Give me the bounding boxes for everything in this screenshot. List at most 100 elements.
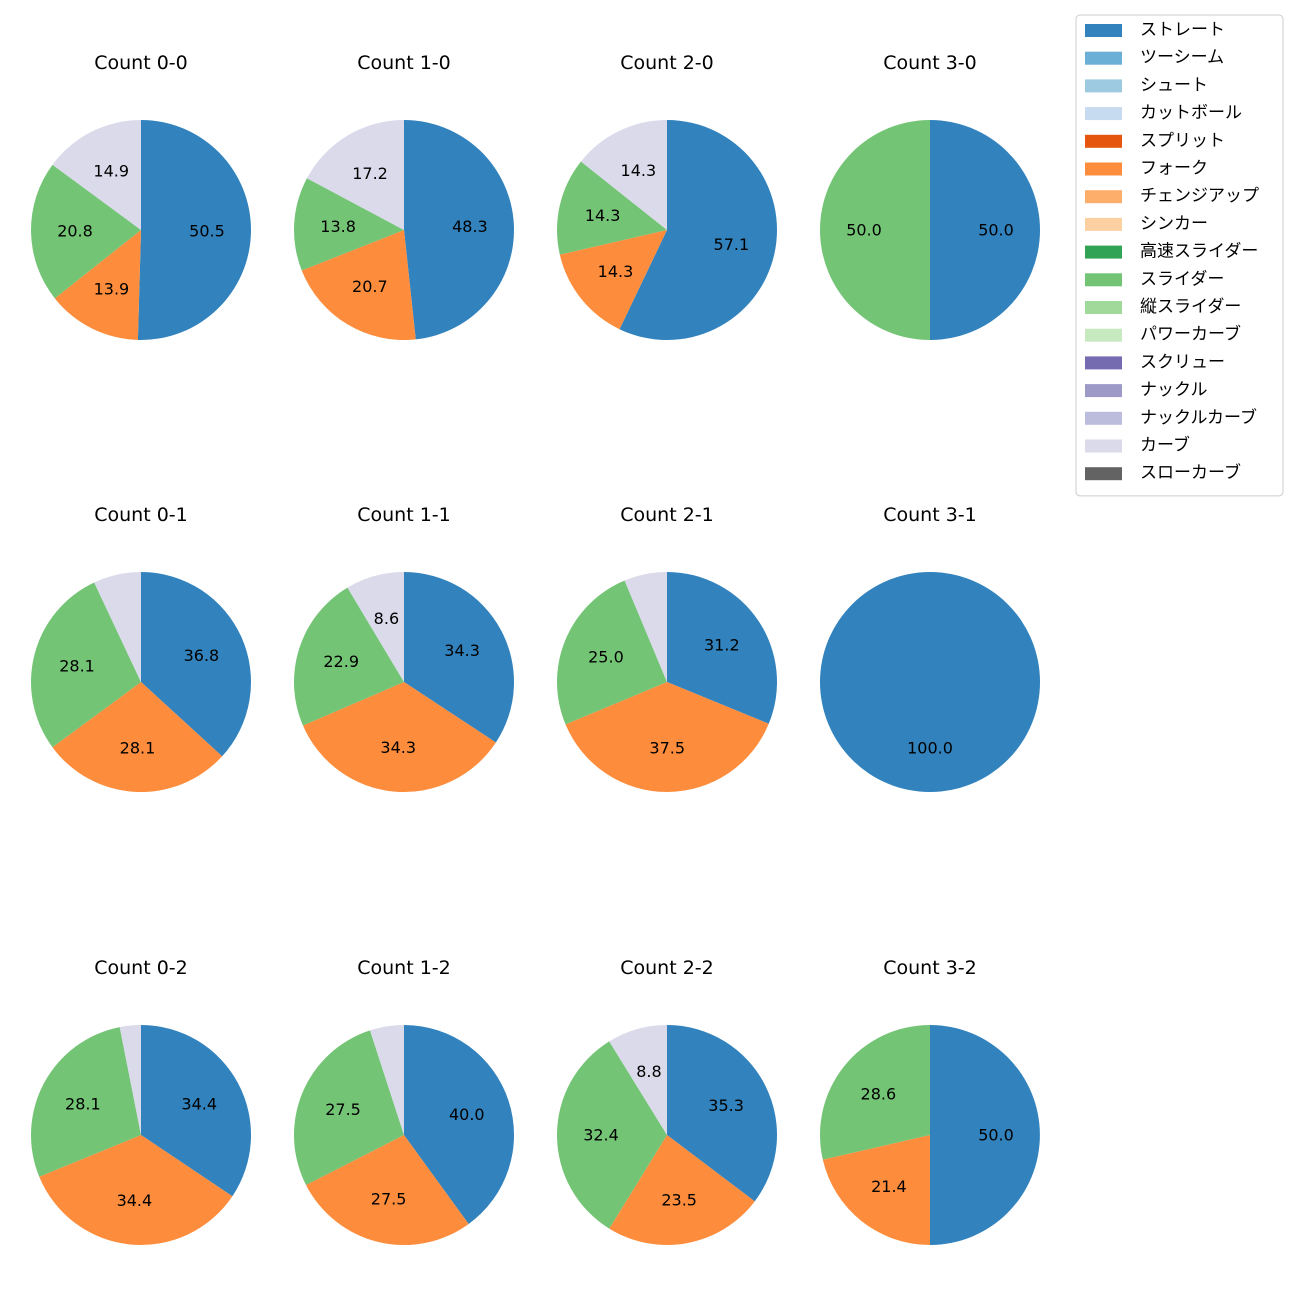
slice-value-label: 14.3 xyxy=(621,161,657,180)
legend-swatch xyxy=(1085,24,1122,37)
pie-slice-スライダー xyxy=(556,1041,667,1229)
legend-swatch xyxy=(1085,411,1122,425)
legend-label: パワーカーブ xyxy=(1140,324,1241,345)
slice-value-label: 31.2 xyxy=(704,636,740,655)
legend-swatch xyxy=(1085,356,1122,370)
pie-slice-スライダー xyxy=(294,587,404,726)
pie-title: Count 0-0 xyxy=(94,52,188,74)
pie-slice-ストレート xyxy=(619,120,777,340)
pie-slice-スライダー xyxy=(31,164,141,299)
legend-label: カットボール xyxy=(1140,103,1242,123)
legend: ストレートツーシームシュートカットボールスプリットフォークチェンジアップシンカー… xyxy=(1075,14,1284,497)
pie-slice-カーブ xyxy=(52,120,141,230)
legend-swatch xyxy=(1085,439,1122,453)
legend-item-シュート: シュート xyxy=(1085,75,1208,95)
legend-item-カットボール: カットボール xyxy=(1085,103,1242,123)
pie-title: Count 3-1 xyxy=(883,504,977,526)
slice-value-label: 20.8 xyxy=(57,222,93,241)
legend-swatch xyxy=(1085,217,1122,231)
legend-swatch xyxy=(1085,134,1122,148)
pie-slice-ストレート xyxy=(667,572,777,724)
slice-value-label: 100.0 xyxy=(907,739,953,758)
slice-value-label: 36.8 xyxy=(184,646,220,665)
legend-label: カーブ xyxy=(1140,435,1190,456)
pie-slice-ストレート xyxy=(404,572,514,743)
pie-slice-スライダー xyxy=(557,580,667,725)
legend-item-ストレート: ストレート xyxy=(1085,20,1225,40)
pie-slice-ストレート xyxy=(404,120,514,340)
legend-swatch xyxy=(1085,162,1122,176)
slice-value-label: 28.1 xyxy=(65,1094,101,1113)
slice-value-label: 23.5 xyxy=(661,1190,697,1209)
slice-value-label: 50.0 xyxy=(846,221,882,240)
pie-count-3-2: Count 3-2 50.0 21.4 28.6 xyxy=(820,957,1040,1245)
legend-label: シンカー xyxy=(1140,214,1208,234)
pie-slice-ストレート xyxy=(404,1025,514,1224)
pie-slice-カーブ xyxy=(347,572,404,682)
pie-count-3-1: Count 3-1 100.0 xyxy=(820,504,1040,792)
pie-count-0-0: Count 0-0 50.5 13.9 20.8 14.9 xyxy=(31,52,251,340)
slice-value-label: 28.1 xyxy=(59,656,95,675)
legend-item-スクリュー: スクリュー xyxy=(1085,352,1225,372)
pie-title: Count 2-1 xyxy=(620,504,714,526)
legend-swatch xyxy=(1085,51,1122,65)
pie-slice-カーブ xyxy=(306,120,404,230)
slice-value-label: 13.8 xyxy=(320,217,356,236)
legend-swatch xyxy=(1085,190,1122,204)
slice-value-label: 8.8 xyxy=(636,1062,661,1081)
legend-label: スライダー xyxy=(1140,269,1224,289)
pie-slice-ストレート xyxy=(137,120,251,340)
pie-title: Count 2-2 xyxy=(620,957,714,979)
pie-slice-ストレート xyxy=(930,1025,1040,1245)
legend-swatch xyxy=(1085,79,1122,93)
pie-slice-カーブ xyxy=(370,1025,404,1135)
legend-label: スローカーブ xyxy=(1140,462,1241,483)
pie-count-1-0: Count 1-0 48.3 20.7 13.8 17.2 xyxy=(293,52,514,340)
pie-title: Count 1-1 xyxy=(357,504,451,526)
legend-label: シュート xyxy=(1140,75,1208,95)
slice-value-label: 32.4 xyxy=(583,1126,619,1145)
pie-slice-フォーク xyxy=(305,1135,469,1245)
legend-item-ナックルカーブ: ナックルカーブ xyxy=(1085,407,1257,428)
pie-slice-スライダー xyxy=(820,1025,930,1160)
slice-value-label: 8.6 xyxy=(374,609,399,628)
legend-swatch xyxy=(1085,107,1122,121)
pie-slice-カーブ xyxy=(94,572,141,682)
legend-swatch xyxy=(1085,384,1122,398)
pie-title: Count 1-0 xyxy=(357,52,451,74)
slice-value-label: 50.0 xyxy=(978,221,1014,240)
pie-count-1-1: Count 1-1 34.3 34.3 22.9 8.6 xyxy=(294,504,514,792)
pie-slice-フォーク xyxy=(301,230,416,340)
pie-slice-ストレート xyxy=(141,572,251,757)
slice-value-label: 34.3 xyxy=(380,738,416,757)
pie-slice-フォーク xyxy=(565,682,769,792)
pie-slice-ストレート xyxy=(820,572,1040,792)
legend-item-カーブ: カーブ xyxy=(1085,435,1190,456)
legend-item-スプリット: スプリット xyxy=(1085,131,1225,151)
pie-slice-フォーク xyxy=(609,1135,755,1245)
slice-value-label: 14.3 xyxy=(598,262,634,281)
slice-value-label: 28.6 xyxy=(861,1084,897,1103)
slice-value-label: 37.5 xyxy=(649,738,685,757)
legend-item-ツーシーム: ツーシーム xyxy=(1085,48,1224,68)
pie-slice-ストレート xyxy=(141,1025,251,1197)
pie-count-2-1: Count 2-1 31.2 37.5 25.0 xyxy=(557,504,777,792)
pie-slice-スライダー xyxy=(293,178,404,271)
slice-value-label: 48.3 xyxy=(452,217,488,236)
legend-label: スプリット xyxy=(1140,131,1225,151)
legend-swatch xyxy=(1085,467,1122,481)
pie-title: Count 3-2 xyxy=(883,957,977,979)
slice-value-label: 17.2 xyxy=(352,164,388,183)
pie-title: Count 2-0 xyxy=(620,52,714,74)
pie-slice-スライダー xyxy=(556,161,667,255)
pie-slice-フォーク xyxy=(52,682,223,793)
legend-item-スライダー: スライダー xyxy=(1085,269,1224,289)
pie-count-2-2: Count 2-2 35.3 23.5 32.4 8.8 xyxy=(556,957,777,1245)
legend-swatch xyxy=(1085,273,1122,287)
legend-item-スローカーブ: スローカーブ xyxy=(1085,462,1241,483)
pie-slice-カーブ xyxy=(624,572,667,682)
legend-label: チェンジアップ xyxy=(1140,186,1259,206)
pie-slice-フォーク xyxy=(559,230,667,330)
legend-label: 縦スライダー xyxy=(1140,297,1241,317)
legend-swatch xyxy=(1085,245,1122,259)
